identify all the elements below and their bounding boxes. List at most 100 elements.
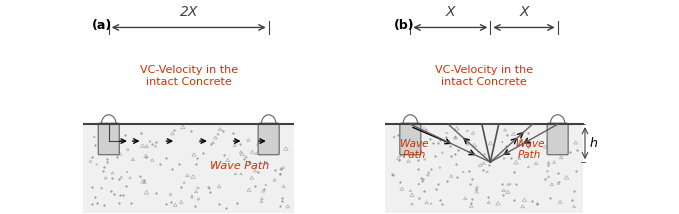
Point	[87, 185, 98, 189]
Point	[571, 149, 582, 152]
Point	[113, 201, 124, 205]
Point	[511, 183, 522, 186]
Point	[434, 198, 445, 201]
FancyBboxPatch shape	[400, 123, 421, 155]
Point	[441, 135, 452, 139]
Point	[477, 168, 488, 172]
Point	[99, 165, 110, 168]
Point	[272, 140, 282, 143]
FancyBboxPatch shape	[98, 123, 120, 155]
Point	[160, 157, 171, 160]
Point	[214, 202, 225, 206]
Point	[449, 135, 460, 139]
Text: VC-Velocity in the
intact Concrete: VC-Velocity in the intact Concrete	[140, 65, 238, 87]
Point	[430, 154, 441, 158]
Point	[270, 168, 280, 172]
Point	[451, 162, 462, 166]
Point	[121, 184, 132, 188]
Point	[560, 149, 571, 152]
Point	[227, 131, 238, 134]
Point	[111, 155, 122, 159]
Point	[571, 170, 582, 173]
Point	[466, 201, 477, 205]
Text: Wave
Path: Wave Path	[400, 139, 428, 160]
Point	[277, 199, 288, 203]
Point	[89, 144, 100, 147]
Point	[412, 158, 423, 162]
Point	[566, 198, 577, 202]
Text: h: h	[589, 137, 597, 150]
Point	[141, 155, 151, 158]
Point	[166, 200, 177, 204]
Point	[433, 142, 443, 145]
Point	[394, 181, 405, 184]
Point	[221, 207, 232, 210]
Text: Wave
Path: Wave Path	[515, 139, 544, 160]
Point	[206, 142, 217, 146]
Point	[545, 196, 555, 200]
Point	[101, 147, 112, 150]
Point	[450, 153, 461, 156]
Point	[138, 179, 149, 182]
Text: VC-Velocity in the
intact Concrete: VC-Velocity in the intact Concrete	[435, 65, 533, 87]
Point	[95, 141, 106, 144]
Point	[204, 187, 215, 190]
Point	[433, 182, 443, 186]
Point	[109, 146, 120, 150]
Point	[117, 193, 128, 197]
Point	[414, 196, 425, 200]
Point	[106, 190, 117, 193]
Text: Wave Path: Wave Path	[210, 161, 269, 171]
Point	[261, 161, 272, 164]
Point	[386, 172, 397, 176]
Point	[208, 163, 219, 167]
Point	[527, 199, 538, 203]
Point	[506, 156, 517, 160]
Point	[160, 202, 171, 205]
Point	[191, 156, 202, 160]
Point	[437, 202, 447, 206]
Point	[176, 185, 187, 188]
Point	[553, 171, 564, 175]
Point	[219, 153, 230, 156]
Point	[98, 169, 109, 173]
Point	[445, 144, 456, 148]
Point	[173, 162, 184, 166]
Point	[508, 198, 519, 202]
Point	[151, 140, 162, 144]
Point	[146, 142, 157, 146]
Point	[540, 177, 551, 181]
Point	[106, 176, 117, 179]
Point	[277, 196, 288, 200]
Point	[466, 197, 477, 201]
Bar	[84, 124, 294, 213]
Point	[189, 204, 200, 208]
Point	[249, 184, 260, 187]
Point	[99, 203, 110, 206]
Point	[414, 133, 425, 137]
Point	[198, 151, 208, 155]
Point	[243, 161, 254, 164]
Point	[120, 134, 131, 137]
Point	[218, 129, 229, 133]
Point	[439, 139, 449, 142]
Point	[395, 154, 406, 157]
Point	[543, 163, 553, 167]
Point	[102, 160, 113, 163]
Point	[502, 133, 513, 137]
Point	[430, 188, 441, 191]
Point	[497, 182, 508, 185]
Point	[463, 169, 474, 172]
Point	[87, 202, 98, 206]
Point	[253, 170, 264, 174]
Point	[523, 145, 534, 149]
Point	[483, 163, 494, 166]
Point	[275, 173, 286, 176]
Point	[238, 158, 249, 161]
Point	[425, 137, 436, 141]
Point	[388, 174, 399, 177]
Point	[509, 170, 519, 174]
Point	[135, 175, 146, 178]
Point	[109, 192, 120, 196]
Point	[205, 190, 216, 193]
